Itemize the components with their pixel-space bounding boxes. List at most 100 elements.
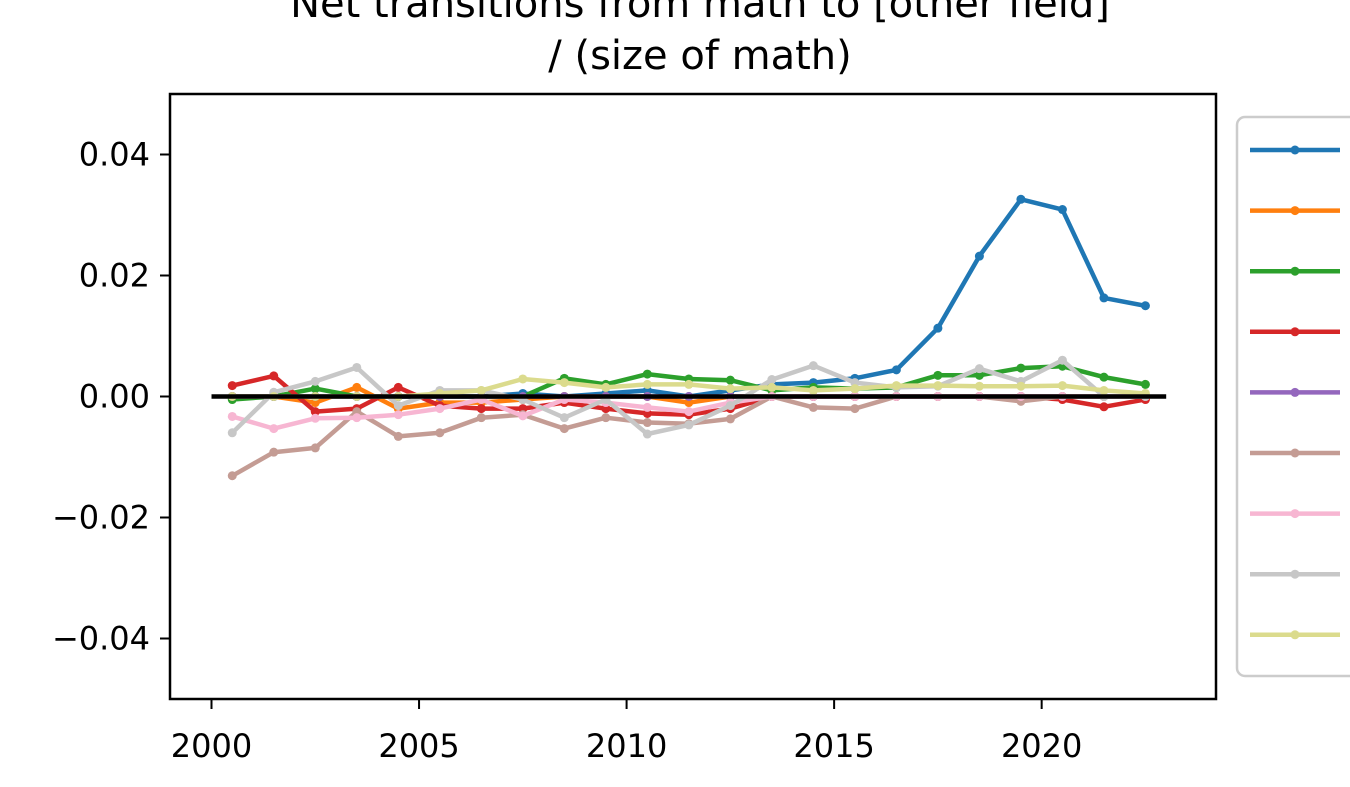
legend-marker [1290,206,1300,216]
series-6-point [642,418,652,428]
series-7-point [393,410,403,420]
axes: 2000 2005 2010 2015 2020 0.04 0.02 0.00 −0.02 −0.… [52,136,1082,766]
series-9-point [1016,381,1026,391]
series-3-point [642,369,652,379]
series-3-point [933,370,943,380]
series-4-point [393,382,403,392]
series-7-point [518,411,528,421]
series-7-point [642,402,652,412]
legend-marker [1290,266,1300,276]
legend-marker [1290,387,1300,397]
series-7-point [269,424,279,434]
series-6-point [393,431,403,441]
legend-entry [1250,206,1340,216]
series-8-point [1057,355,1067,365]
legend-entry [1250,145,1340,155]
series-9-point [767,382,777,392]
y-tick-label: −0.02 [52,499,150,537]
x-tick-label: 2000 [171,727,252,765]
series-9-point [1099,385,1109,395]
legend [1235,115,1350,678]
series-9-point [891,381,901,391]
series-7-point [352,413,362,423]
series-7-point [227,411,237,421]
series-1-line [232,197,1146,399]
legend-entry [1250,630,1340,640]
series-3-point [725,375,735,385]
series-4-point [476,404,486,414]
series-3-point [1099,372,1109,382]
series-8-point [559,413,569,423]
series-4-point [310,407,320,417]
legend-entry [1250,327,1340,337]
x-tick-label: 2005 [378,727,459,765]
y-tick-label: −0.04 [52,620,150,658]
legend-marker [1290,509,1300,519]
legend-entry [1250,448,1340,458]
series-8-point [684,420,694,430]
series-2-point [352,382,362,392]
legend-marker [1290,145,1300,155]
legend-entry [1250,387,1340,397]
chart-title-line-1: Net transitions from math to [other fiel… [290,0,1110,27]
series-6-point [227,471,237,481]
legend-entry [1250,509,1340,519]
series-1-point [1099,293,1109,303]
series-9-point [601,382,611,392]
legend-marker [1290,569,1300,579]
series-8-point [352,362,362,372]
series-4-point [269,371,279,381]
series-4-point [227,381,237,391]
x-tick-label: 2010 [586,727,667,765]
series-9-point [850,384,860,394]
series-1-point [933,323,943,333]
series-7-point [684,407,694,417]
series-8-point [393,401,403,411]
series-7-point [435,404,445,414]
series-9-point [933,381,943,391]
series-9-point [642,379,652,389]
series-6-point [310,443,320,453]
series-8-point [974,364,984,374]
series-9-point [684,379,694,389]
series-6-point [601,413,611,423]
series-1-point [1140,301,1150,311]
series-1-point [1016,194,1026,204]
series-1-point [891,365,901,375]
series-1-point [1057,205,1067,215]
plot-area [211,194,1167,481]
x-tick-label: 2020 [1001,727,1082,765]
series-8-point [725,401,735,411]
legend-entry [1250,569,1340,579]
series-8-point [808,361,818,371]
y-tick-label: 0.04 [79,136,150,174]
series-9-point [974,381,984,391]
series-9-point [518,374,528,384]
x-tick-label: 2015 [793,727,874,765]
series-1-point [974,251,984,261]
legend-marker [1290,327,1300,337]
series-9-point [725,384,735,394]
series-9-point [476,385,486,395]
chart-title: Net transitions from math to [other fiel… [170,0,1230,82]
series-9-point [559,378,569,388]
series-6-point [269,447,279,457]
series-6-point [725,414,735,424]
series-6-point [850,404,860,414]
series-6-point [808,402,818,412]
series-3-point [974,370,984,380]
series-7-point [310,413,320,423]
series-4-point [1099,402,1109,412]
legend-marker [1290,630,1300,640]
series-6-point [476,413,486,423]
series-8-point [767,375,777,385]
series-8-point [642,429,652,439]
y-tick-label: 0.00 [79,378,150,416]
chart-title-line-2: / (size of math) [548,33,852,79]
legend-marker [1290,448,1300,458]
series-9-point [808,385,818,395]
series-9-point [1057,381,1067,391]
series-3-point [1140,379,1150,389]
series-6-point [435,428,445,438]
